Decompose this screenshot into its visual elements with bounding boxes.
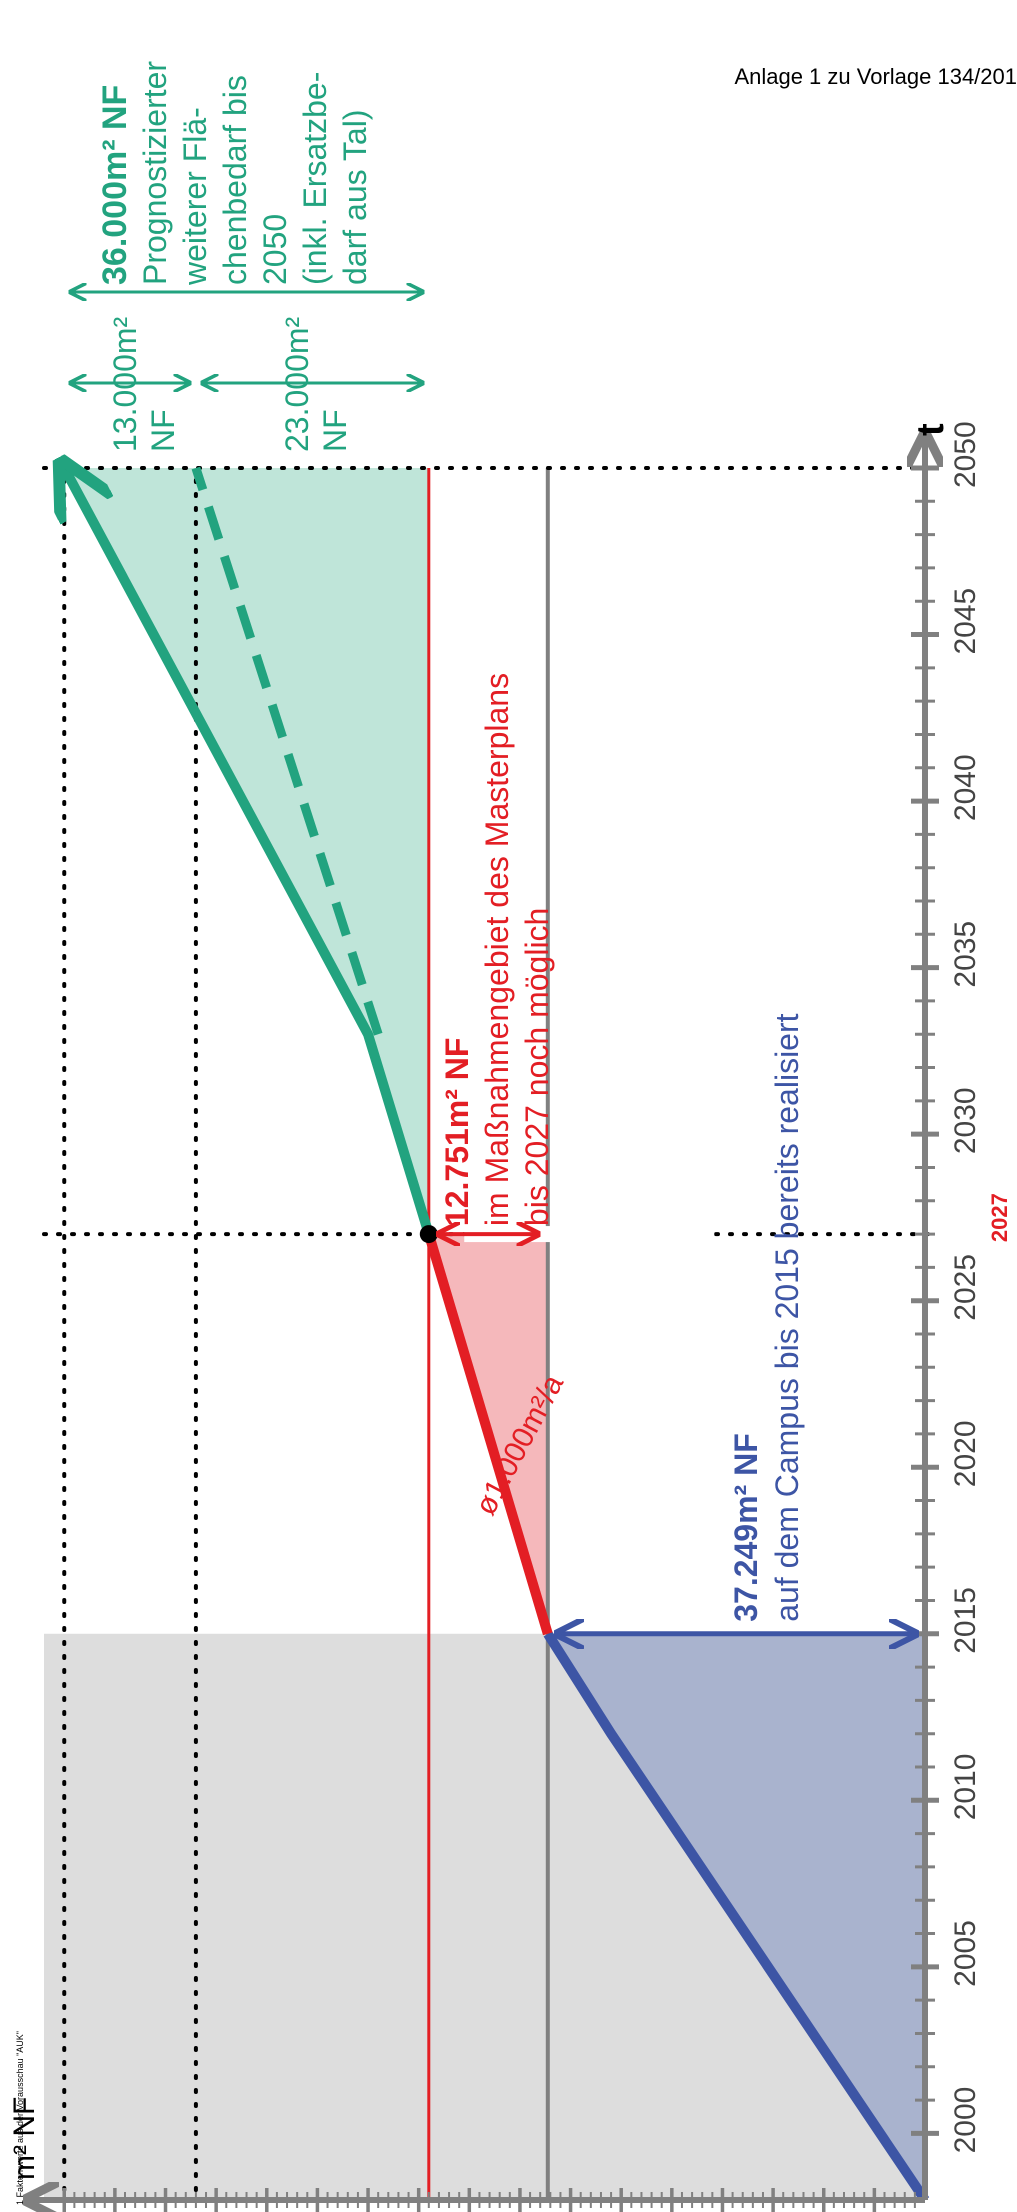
fine-print: 1 Fakten werte aus der Vorausschau "AUK" (15, 2031, 25, 2205)
area-axis-label: m² NF (8, 2097, 41, 2180)
time-tick-label: 2045 (949, 588, 982, 655)
time-tick-label: 2025 (949, 1254, 982, 1321)
masterplan-text: im Maßnahmengebiet des Masterplans (479, 673, 515, 1226)
document-note: Anlage 1 zu Vorlage 134/201 (734, 64, 1017, 89)
split-upper-text: 13.000m² (107, 316, 143, 452)
time-tick-label: 2040 (949, 754, 982, 821)
green-area (64, 468, 429, 1235)
time-tick-label: 2020 (949, 1420, 982, 1487)
split-lower-text: NF (317, 409, 353, 452)
series-line-forecast-dashed (191, 466, 383, 1036)
time-tick-label-highlight: 2027 (987, 1193, 1012, 1242)
forecast-total-text: (inkl. Ersatzbe- (297, 72, 333, 285)
time-tick-label: 2030 (949, 1087, 982, 1154)
time-tick-label: 2000 (949, 2087, 982, 2154)
forecast-total-text: darf aus Tal) (337, 110, 373, 286)
milestone-marker (419, 1225, 438, 1244)
time-tick-label: 2050 (949, 421, 982, 488)
time-tick-label: 2005 (949, 1920, 982, 1987)
time-tick-label: 2015 (949, 1587, 982, 1654)
realized-text: auf dem Campus bis 2015 bereits realisie… (769, 1013, 805, 1621)
masterplan-text: bis 2027 noch möglich (519, 908, 555, 1226)
forecast-total-text: Prognostizierter (137, 61, 173, 285)
forecast-total-text: weiterer Flä- (177, 107, 213, 286)
time-axis-label: t (910, 423, 952, 436)
split-lower-text: 23.000m² (279, 316, 315, 452)
forecast-total-text: 2050 (257, 214, 293, 285)
realized-title: 37.249m² NF (728, 1433, 764, 1622)
series-line-masterplan (424, 1232, 553, 1636)
time-tick-label: 2010 (949, 1754, 982, 1821)
split-upper-text: NF (145, 409, 181, 452)
masterplan-title: 12.751m² NF (439, 1038, 475, 1227)
series-line-realized (543, 1631, 930, 2203)
series-line-forecast (64, 468, 434, 1236)
forecast-total-text: chenbedarf bis (217, 75, 253, 285)
time-tick-label: 2035 (949, 921, 982, 988)
forecast-total-title: 36.000m² NF (96, 85, 134, 285)
